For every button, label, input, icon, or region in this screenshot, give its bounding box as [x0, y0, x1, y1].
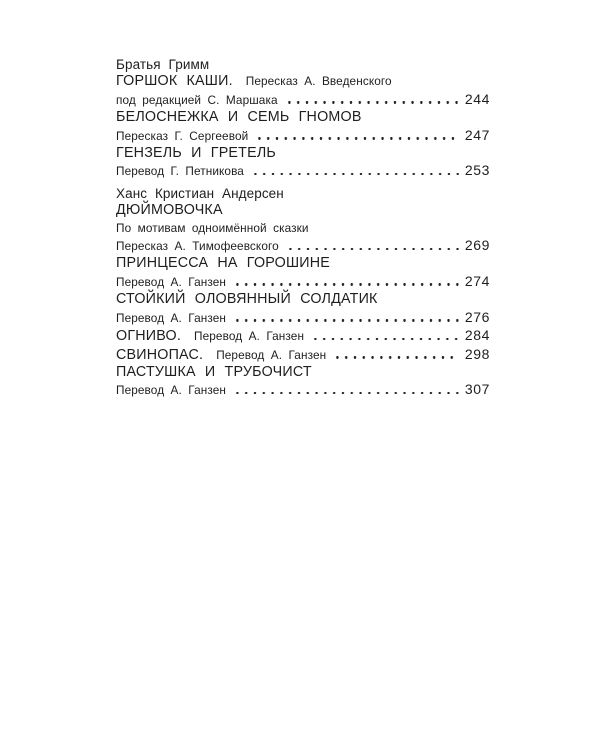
- entry-detail: Перевод А. Ганзен: [216, 347, 327, 362]
- toc-entry-line: ОГНИВО. Перевод А. Ганзен 284: [116, 327, 490, 345]
- page-number: 244: [464, 90, 490, 107]
- entry-title: СТОЙКИЙ ОЛОВЯННЫЙ СОЛДАТИК: [116, 291, 378, 308]
- toc-author-line: Братья Гримм: [116, 56, 490, 73]
- toc-entry-line: Перевод А. Ганзен 276: [116, 309, 490, 327]
- page-number: 269: [464, 237, 490, 254]
- entry-detail: Перевод А. Ганзен: [116, 274, 227, 289]
- page-number: 253: [464, 162, 490, 179]
- dot-leader: [233, 391, 459, 395]
- entry-detail: Пересказ А. Введенского: [245, 74, 392, 89]
- toc-entry-line: Перевод А. Ганзен 307: [116, 381, 490, 399]
- entry-title: СВИНОПАС.: [116, 346, 204, 363]
- entry-title: ПРИНЦЕССА НА ГОРОШИНЕ: [116, 255, 331, 272]
- entry-title: БЕЛОСНЕЖКА И СЕМЬ ГНОМОВ: [116, 109, 362, 126]
- dot-leader: [233, 319, 459, 322]
- toc-entry-line: ПАСТУШКА И ТРУБОЧИСТ: [116, 364, 490, 381]
- entry-detail: Перевод А. Ганзен: [116, 383, 227, 398]
- toc-entry-line: СТОЙКИЙ ОЛОВЯННЫЙ СОЛДАТИК: [116, 291, 490, 308]
- dot-leader: [333, 356, 459, 359]
- dot-leader: [285, 247, 459, 251]
- author-name: Братья Гримм: [116, 57, 210, 72]
- entry-detail: По мотивам одноимённой сказки: [116, 220, 309, 235]
- dot-leader: [311, 337, 459, 341]
- entry-detail: Пересказ А. Тимофеевского: [116, 239, 279, 254]
- entry-detail: Перевод А. Ганзен: [194, 329, 305, 344]
- entry-title: ГОРШОК КАШИ.: [116, 73, 233, 90]
- page-number: 284: [464, 327, 490, 344]
- table-of-contents: Братья Гримм ГОРШОК КАШИ. Пересказ А. Введ…: [116, 56, 490, 400]
- toc-author-line: Ханс Кристиан Андерсен: [116, 185, 490, 202]
- dot-leader: [233, 283, 459, 286]
- entry-detail: Перевод Г. Петникова: [116, 164, 244, 179]
- entry-detail: Перевод А. Ганзен: [116, 310, 227, 325]
- toc-entry-line: БЕЛОСНЕЖКА И СЕМЬ ГНОМОВ: [116, 109, 490, 126]
- toc-entry-line: ГОРШОК КАШИ. Пересказ А. Введенского: [116, 73, 490, 90]
- dot-leader: [255, 137, 459, 140]
- author-name: Ханс Кристиан Андерсен: [116, 185, 284, 201]
- page-number: 274: [464, 272, 490, 289]
- entry-title: ДЮЙМОВОЧКА: [116, 202, 223, 219]
- toc-entry-line: Пересказ Г. Сергеевой 247: [116, 127, 490, 145]
- toc-entry-line: СВИНОПАС. Перевод А. Ганзен 298: [116, 346, 490, 364]
- entry-title: ПАСТУШКА И ТРУБОЧИСТ: [116, 363, 312, 380]
- toc-entry-line: ДЮЙМОВОЧКА: [116, 202, 490, 219]
- page-number: 276: [464, 308, 490, 325]
- toc-entry-line: ГЕНЗЕЛЬ И ГРЕТЕЛЬ: [116, 145, 490, 162]
- entry-detail: под редакцией С. Маршака: [116, 92, 278, 107]
- dot-leader: [250, 173, 459, 176]
- toc-entry-line: Перевод А. Ганзен 274: [116, 273, 490, 291]
- entry-title: ГЕНЗЕЛЬ И ГРЕТЕЛЬ: [116, 145, 277, 162]
- toc-entry-line: Пересказ А. Тимофеевского 269: [116, 237, 490, 255]
- toc-entry-line: ПРИНЦЕССА НА ГОРОШИНЕ: [116, 255, 490, 272]
- entry-title: ОГНИВО.: [116, 328, 182, 345]
- toc-entry-line: По мотивам одноимённой сказки: [116, 220, 490, 237]
- toc-entry-line: под редакцией С. Маршака 244: [116, 91, 490, 109]
- toc-entry-line: Перевод Г. Петникова 253: [116, 162, 490, 180]
- page-number: 247: [464, 126, 490, 143]
- dot-leader: [284, 101, 459, 104]
- page-number: 307: [464, 381, 490, 398]
- page-number: 298: [464, 345, 490, 362]
- entry-detail: Пересказ Г. Сергеевой: [116, 128, 249, 143]
